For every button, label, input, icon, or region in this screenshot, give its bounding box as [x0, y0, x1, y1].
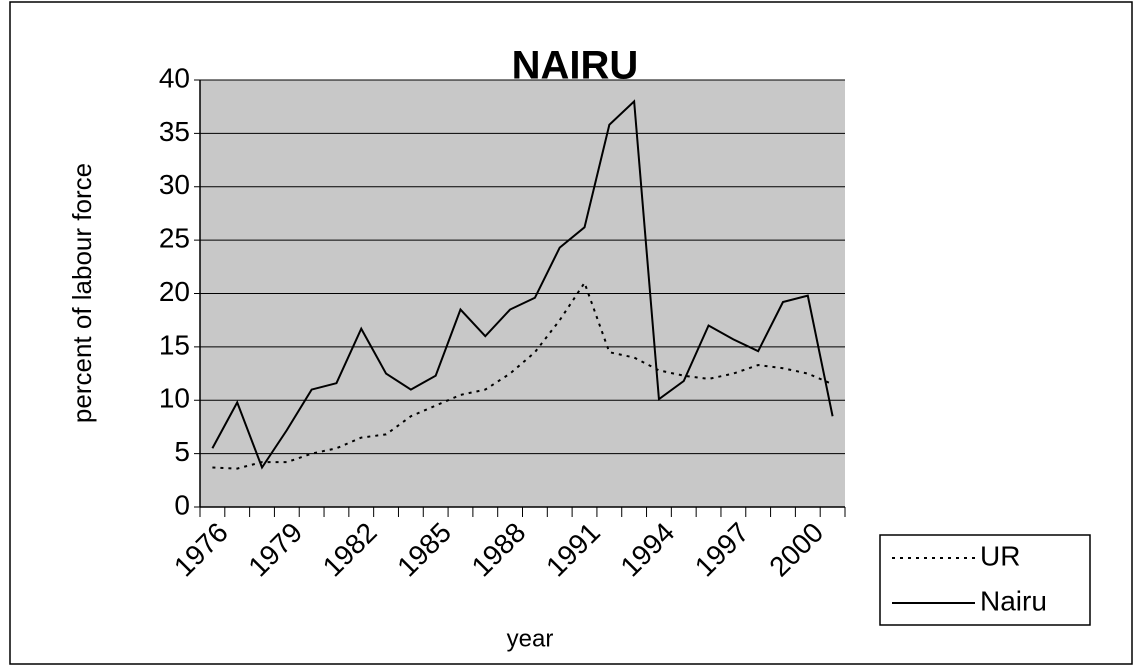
line-series	[212, 280, 833, 470]
legend-label: Nairu	[980, 585, 1047, 616]
line-series	[211, 99, 834, 470]
x-axis-label: year	[507, 625, 554, 652]
chart-title: NAIRU	[512, 44, 639, 88]
legend-label: UR	[980, 540, 1020, 571]
legend	[879, 534, 1091, 626]
y-axis-label: percent of labour force	[67, 163, 97, 423]
y-tick-label: 0	[174, 489, 190, 520]
y-tick-label: 40	[159, 62, 190, 93]
y-tick-label: 30	[159, 169, 190, 200]
y-tick-label: 35	[159, 116, 190, 147]
y-tick-label: 10	[159, 383, 190, 414]
y-tick-label: 25	[159, 223, 190, 254]
y-tick-label: 15	[159, 329, 190, 360]
y-tick-label: 20	[159, 276, 190, 307]
y-tick-label: 5	[174, 436, 190, 467]
